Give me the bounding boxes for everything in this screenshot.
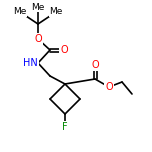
Text: O: O bbox=[105, 82, 113, 92]
Text: F: F bbox=[62, 122, 68, 132]
Text: Me: Me bbox=[13, 7, 27, 17]
Text: O: O bbox=[60, 45, 68, 55]
Text: O: O bbox=[34, 34, 42, 44]
Text: O: O bbox=[91, 60, 99, 70]
Text: Me: Me bbox=[31, 2, 45, 12]
Text: Me: Me bbox=[49, 7, 63, 17]
Text: HN: HN bbox=[23, 58, 38, 68]
